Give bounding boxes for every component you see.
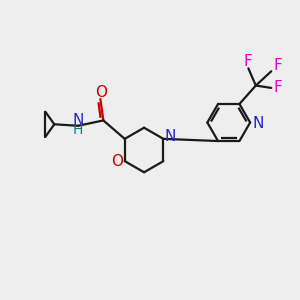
Text: F: F [273, 58, 282, 74]
Text: N: N [164, 129, 176, 144]
Text: O: O [111, 154, 123, 169]
Text: H: H [73, 123, 83, 137]
Text: N: N [252, 116, 264, 131]
Text: N: N [72, 113, 84, 128]
Text: O: O [95, 85, 107, 100]
Text: F: F [243, 54, 252, 69]
Text: F: F [273, 80, 282, 95]
